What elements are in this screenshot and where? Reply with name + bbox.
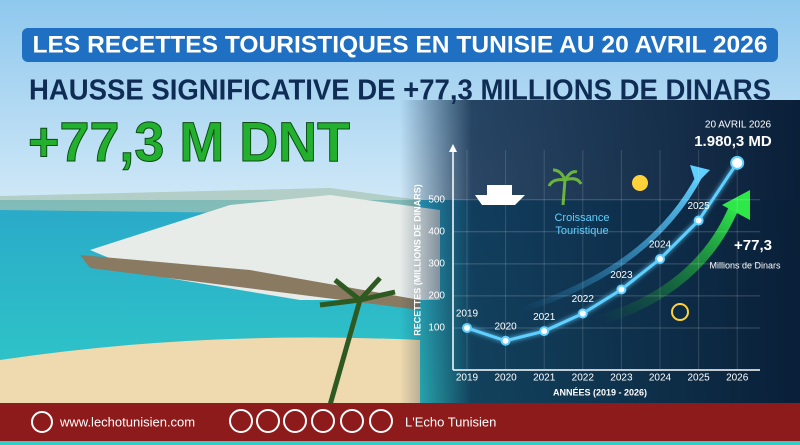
sun-icon [671, 303, 689, 321]
increase-unit: Millions de Dinars [709, 260, 781, 270]
point [577, 308, 588, 319]
date: 20 AVRIL 2026 [705, 120, 772, 131]
social-icons [229, 409, 393, 433]
point-label: 2022 [572, 294, 595, 305]
y-tick-label: 100 [428, 323, 445, 334]
point [462, 322, 472, 333]
x-tick-label: 2026 [726, 373, 749, 384]
y-axis-arrow [449, 144, 457, 152]
point [500, 335, 511, 346]
x-tick-label: 2020 [494, 373, 517, 384]
y-tick-label: 200 [428, 291, 445, 302]
point-label: 2019 [456, 309, 479, 320]
point-label: 2023 [610, 270, 633, 281]
point-label: 2021 [533, 312, 556, 323]
blue-arrow-head [690, 165, 710, 184]
x-axis-label: ANNÉES (2019 - 2026) [553, 387, 647, 397]
instagram-icon[interactable] [283, 409, 307, 433]
rocks [80, 255, 420, 310]
y-tick-label: 400 [428, 226, 445, 237]
banner-box [22, 28, 778, 62]
facebook-icon[interactable] [229, 409, 253, 433]
tiktok-icon[interactable] [369, 409, 393, 433]
x-tick-label: 2022 [572, 373, 595, 384]
point [730, 155, 745, 170]
x-tick-label: 2025 [687, 373, 710, 384]
banner: LES RECETTES TOURISTIQUES EN TUNISIE AU … [33, 31, 768, 58]
headline: HAUSSE SIGNIFICATIVE DE +77,3 MILLIONS D… [29, 75, 771, 107]
linkedin-icon[interactable] [340, 409, 364, 433]
blue-arrow [519, 173, 703, 313]
point-label: 2024 [649, 240, 672, 251]
x-tick-label: 2021 [533, 373, 556, 384]
point [539, 326, 550, 337]
total: 1.980,3 MD [694, 133, 772, 150]
beach [0, 337, 420, 405]
point-label: 2020 [494, 321, 517, 332]
x-tick-label: 2024 [649, 373, 672, 384]
sun-icon [632, 175, 648, 191]
line [466, 162, 739, 343]
growth-label: Croissance [554, 212, 609, 224]
y-axis-label: RECETTES (MILLIONS DE DINARS) [412, 184, 422, 336]
green-arrow [598, 203, 740, 325]
growth-label: Touristique [555, 225, 608, 237]
brand: L'Echo Tunisien [405, 414, 496, 429]
palm-icon [547, 168, 583, 206]
globe-icon [31, 411, 53, 433]
big-figure: +77,3 M DNT [28, 110, 350, 173]
website[interactable]: www.lechotunisien.com [59, 414, 195, 429]
point [693, 215, 704, 226]
chart: RECETTES (MILLIONS DE DINARS) ANNÉES (201… [412, 120, 781, 398]
chart-panel [400, 100, 800, 405]
palm [319, 276, 396, 406]
y-tick-label: 500 [428, 194, 445, 205]
point [655, 254, 665, 265]
ship-icon [475, 185, 525, 205]
point-label: 2025 [687, 201, 710, 212]
x-tick-label: 2019 [456, 373, 479, 384]
point [616, 284, 627, 295]
youtube-icon[interactable] [311, 409, 335, 433]
footer [0, 403, 800, 441]
x-icon[interactable] [256, 409, 280, 433]
x-tick-label: 2023 [610, 373, 633, 384]
y-tick-label: 300 [428, 258, 445, 269]
increase: +77,3 [734, 237, 772, 254]
green-arrow-head [722, 190, 750, 220]
